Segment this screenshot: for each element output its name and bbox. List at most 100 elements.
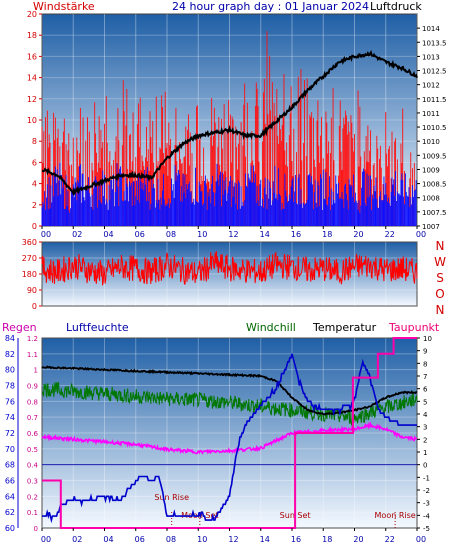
wind-tick-label: 2 [32, 201, 37, 210]
humidity-tick-label: 74 [5, 413, 15, 422]
x-tick-label: 00 [416, 230, 426, 239]
x-tick-label: 10 [197, 230, 207, 239]
wind-tick-label: 16 [27, 52, 37, 61]
temperature-line [41, 365, 418, 416]
top-x-axis-ticks: 00 02 04 06 08 10 12 14 16 18 20 22 00 [41, 226, 426, 239]
rain-tick-label: 0 [34, 525, 38, 533]
temp-tick-label: 4 [423, 411, 428, 419]
pressure-tick-label: 1012 [422, 82, 440, 90]
dewpoint-label: Taupunkt [388, 321, 440, 334]
wind-strength-label: Windstärke [33, 0, 95, 13]
humidity-tick-label: 72 [5, 429, 15, 438]
rain-tick-label: 0.7 [27, 414, 38, 422]
rain-tick-label: 1.1 [27, 351, 38, 359]
pressure-tick-label: 1009.5 [422, 152, 447, 160]
rain-label: Regen [2, 321, 37, 334]
air-pressure-label: Luftdruck [370, 0, 422, 13]
temperature-label: Temperatur [312, 321, 377, 334]
pressure-tick-label: 1014 [422, 25, 440, 33]
x-tick-label: 18 [322, 535, 332, 544]
humidity-line [42, 353, 417, 524]
pressure-axis-ticks: 1007 1007.5 1008 1008.5 1009 1009.5 1010 1010.5… [417, 25, 447, 231]
dewpoint-line [41, 421, 418, 455]
x-tick-label: 12 [228, 535, 238, 544]
temperature-axis-ticks: -5 -4 -3 -2 -1 0 1 2 3 4 5 6 7 8 9 10 [417, 335, 432, 533]
windchill-line [41, 381, 418, 427]
compass-label: O [435, 287, 444, 301]
climate-series [41, 337, 418, 529]
humidity-tick-label: 82 [5, 350, 15, 359]
x-tick-label: 00 [41, 535, 51, 544]
rain-tick-label: 0.8 [27, 398, 38, 406]
wind-tick-label: 4 [32, 180, 37, 189]
pressure-tick-label: 1012.5 [422, 68, 447, 76]
temp-tick-label: 5 [423, 398, 427, 406]
compass-label: W [434, 255, 446, 269]
rain-tick-label: 0.9 [27, 383, 38, 391]
pressure-tick-label: 1008 [422, 195, 440, 203]
temp-tick-label: -4 [423, 512, 431, 520]
event-label: Moon Rise [375, 511, 416, 520]
wind-direction-line-group [41, 251, 418, 286]
humidity-tick-label: 64 [5, 492, 15, 501]
x-tick-label: 00 [41, 230, 51, 239]
pressure-tick-label: 1013 [422, 53, 440, 61]
temp-tick-label: -2 [423, 487, 430, 495]
x-tick-label: 10 [197, 535, 207, 544]
wind-avg-bars [41, 162, 417, 226]
temp-tick-label: 8 [423, 360, 427, 368]
x-tick-label: 14 [260, 230, 270, 239]
direction-tick-label: 360 [22, 238, 37, 247]
direction-tick-label: 90 [27, 286, 37, 295]
x-tick-label: 00 [416, 535, 426, 544]
pressure-tick-label: 1007.5 [422, 209, 447, 217]
humidity-label: Luftfeuchte [66, 321, 129, 334]
humidity-tick-label: 60 [5, 524, 15, 533]
temp-tick-label: -3 [423, 500, 430, 508]
top-chart-title: 24 hour graph day : 01 Januar 2024 [172, 0, 369, 13]
temp-tick-label: 2 [423, 436, 427, 444]
pressure-line-group [41, 49, 418, 196]
temp-tick-label: 0 [423, 462, 427, 470]
wind-tick-label: 12 [27, 95, 37, 104]
temp-tick-label: 9 [423, 348, 427, 356]
x-tick-label: 22 [385, 535, 395, 544]
bottom-x-axis-ticks: 00 02 04 06 08 10 12 14 16 18 20 22 00 [41, 528, 426, 544]
rain-line [42, 337, 417, 529]
rain-tick-label: 0.1 [27, 509, 38, 517]
x-tick-label: 20 [353, 230, 363, 239]
humidity-axis-ticks: 60 62 64 66 68 70 72 74 76 78 80 82 84 [5, 334, 19, 533]
pressure-tick-label: 1010.5 [422, 124, 447, 132]
x-tick-label: 16 [291, 230, 301, 239]
humidity-tick-label: 62 [5, 508, 15, 517]
x-tick-label: 02 [72, 535, 82, 544]
x-tick-label: 22 [385, 230, 395, 239]
direction-tick-label: 270 [22, 254, 37, 263]
rain-tick-label: 0.3 [27, 478, 38, 486]
x-tick-label: 18 [322, 230, 332, 239]
humidity-tick-label: 80 [5, 366, 15, 375]
x-tick-label: 14 [260, 535, 270, 544]
wind-tick-label: 8 [32, 137, 37, 146]
wind-tick-label: 14 [27, 74, 37, 83]
wind-direction-line [41, 251, 418, 286]
rain-axis-ticks: 0 0.1 0.2 0.3 0.4 0.5 0.6 0.7 0.8 0.9 1 1.1 1.2 [27, 335, 39, 533]
temp-tick-label: 1 [423, 449, 427, 457]
x-tick-label: 12 [228, 230, 238, 239]
x-tick-label: 20 [353, 535, 363, 544]
temp-tick-label: -5 [423, 525, 430, 533]
wind-direction-axis-ticks: 0 90 180 270 360 [22, 238, 42, 311]
compass-label: S [436, 271, 444, 285]
event-label: Sun Rise [154, 493, 189, 502]
pressure-tick-label: 1009 [422, 166, 440, 174]
temp-tick-label: 3 [423, 424, 427, 432]
pressure-tick-label: 1013.5 [422, 39, 447, 47]
x-tick-label: 06 [135, 535, 145, 544]
rain-tick-label: 1 [34, 367, 38, 375]
wind-tick-label: 18 [27, 31, 37, 40]
compass-label: N [436, 239, 445, 253]
rain-tick-label: 0.4 [27, 462, 39, 470]
